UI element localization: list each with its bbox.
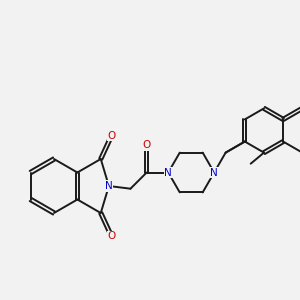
Text: O: O xyxy=(107,130,116,141)
Text: N: N xyxy=(210,167,218,178)
Text: O: O xyxy=(107,231,116,242)
Text: O: O xyxy=(142,140,151,151)
Text: N: N xyxy=(164,167,172,178)
Text: N: N xyxy=(105,181,113,191)
